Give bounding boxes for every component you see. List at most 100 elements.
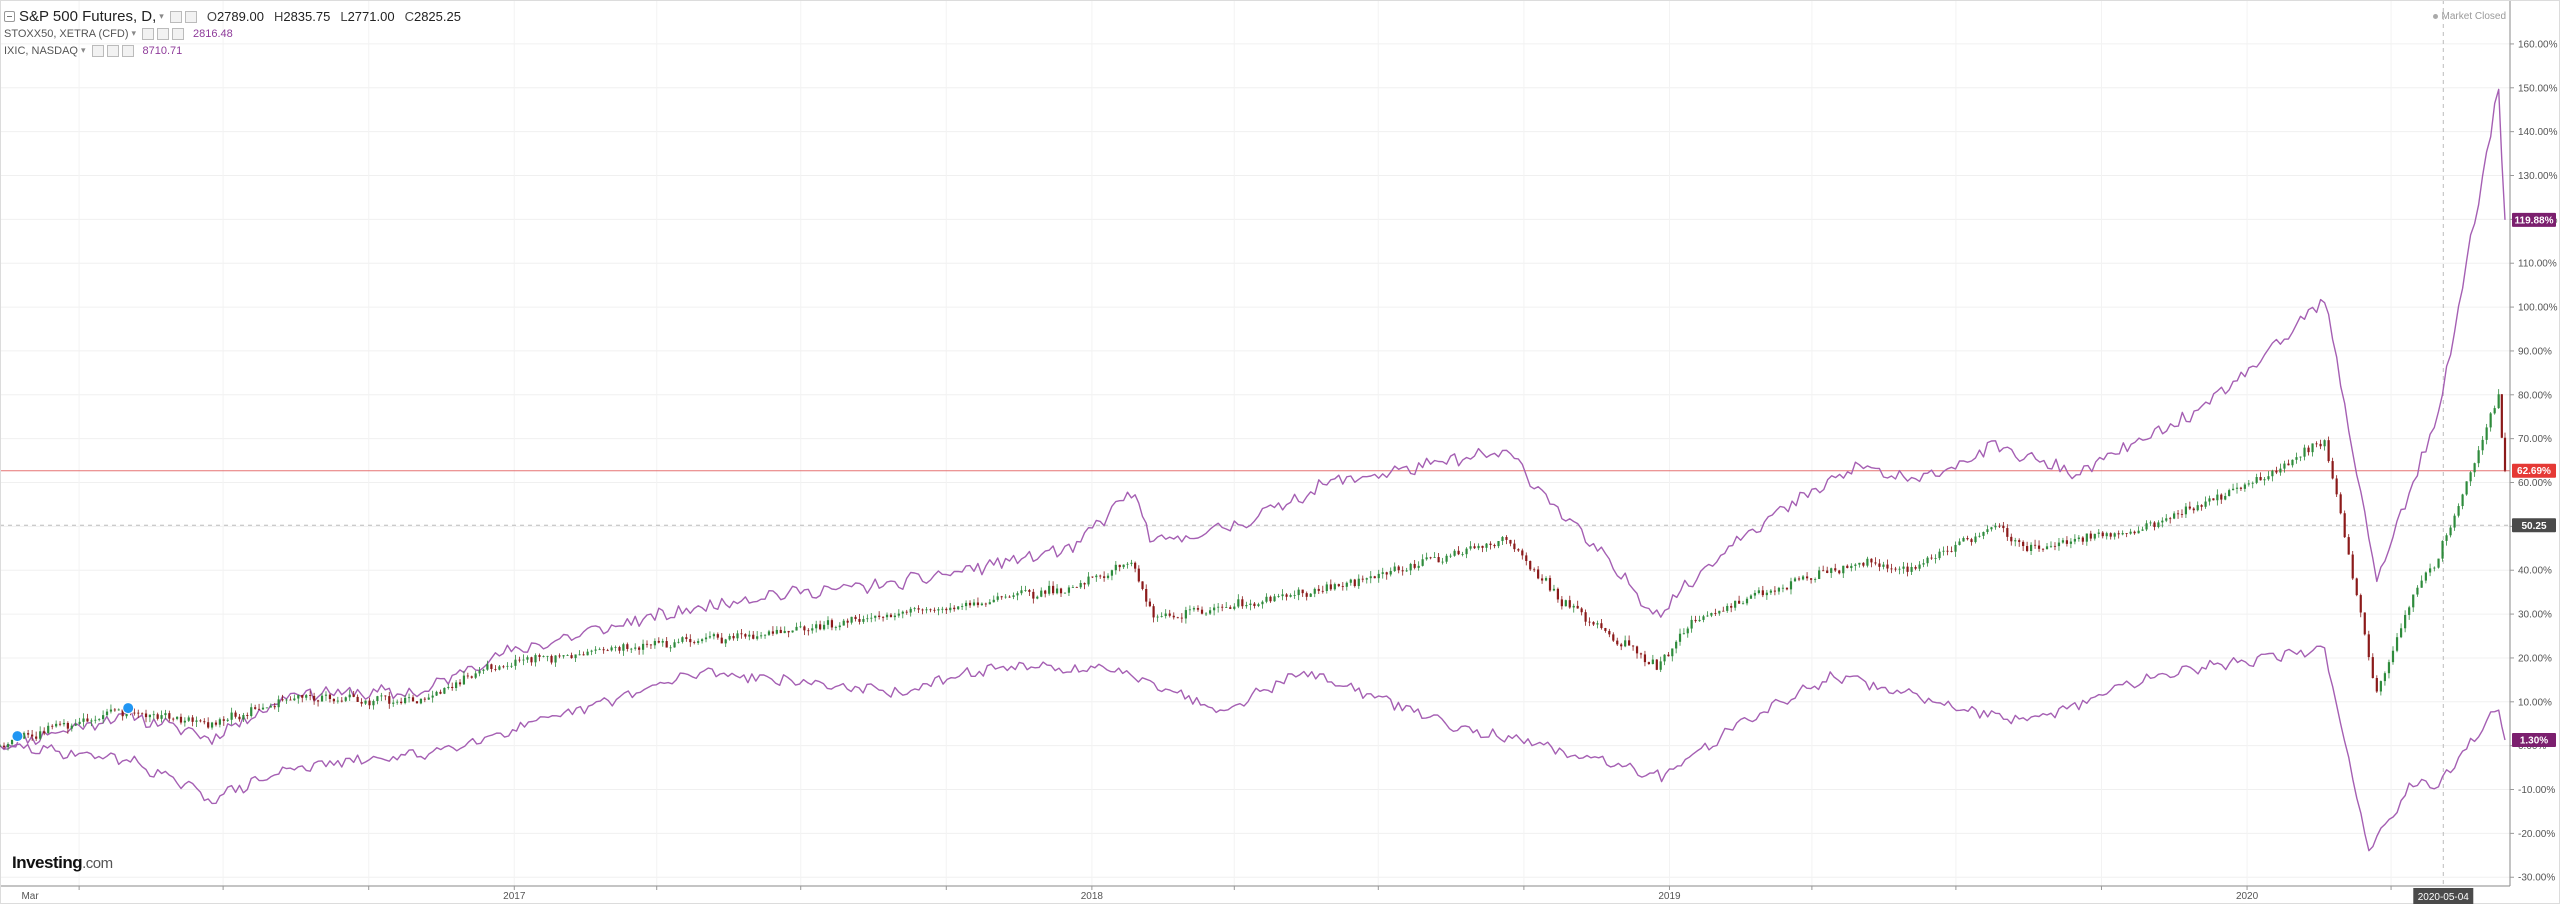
candle-body xyxy=(2469,472,2472,482)
collapse-icon[interactable] xyxy=(4,11,15,22)
candle-body xyxy=(870,617,873,619)
candle-body xyxy=(1233,606,1236,609)
candle-body xyxy=(2428,568,2432,573)
candle-body xyxy=(980,603,984,606)
candle-body xyxy=(622,644,625,651)
candle-body xyxy=(2299,456,2302,458)
candle-body xyxy=(1409,563,1412,571)
candle-body xyxy=(474,673,477,678)
candle-body xyxy=(1761,590,1764,596)
candle-body xyxy=(2101,532,2104,537)
candle-body xyxy=(352,694,355,697)
compare-line-ixic xyxy=(0,88,2506,750)
candle-body xyxy=(1529,561,1532,570)
candle-body xyxy=(455,682,458,689)
candle-body xyxy=(1690,619,1693,629)
candle-body xyxy=(183,720,186,723)
candle-body xyxy=(2022,541,2025,547)
candle-body xyxy=(1401,570,1404,572)
candle-body xyxy=(31,734,34,737)
candle-body xyxy=(324,694,328,696)
candle-body xyxy=(2085,533,2088,542)
candle-body xyxy=(1269,596,1272,602)
y-tick-label: 140.00% xyxy=(2518,127,2558,138)
close-icon[interactable] xyxy=(172,27,185,40)
candle-body xyxy=(1028,590,1031,592)
candle-body xyxy=(1639,653,1643,655)
chevron-down-icon[interactable]: ▾ xyxy=(131,28,137,38)
candle-body xyxy=(423,698,426,700)
candle-body xyxy=(1059,588,1063,594)
candle-body xyxy=(113,709,116,711)
candle-body xyxy=(1016,593,1019,596)
candle-body xyxy=(257,708,261,710)
candle-body xyxy=(336,700,339,702)
brand-logo[interactable]: Investing.com xyxy=(12,853,113,873)
candle-body xyxy=(1461,554,1464,555)
candle-body xyxy=(1044,590,1047,594)
compare-symbol-stoxx50[interactable]: STOXX50, XETRA (CFD) xyxy=(4,27,129,40)
candle-body xyxy=(1196,608,1200,610)
compare-symbol-ixic[interactable]: IXIC, NASDAQ xyxy=(4,44,78,57)
candle-body xyxy=(86,718,89,722)
candle-body xyxy=(133,712,136,714)
candle-body xyxy=(1826,570,1829,573)
price-badge-ixic-label: 119.88% xyxy=(2515,215,2554,226)
candle-body xyxy=(2315,443,2318,445)
candle-body xyxy=(720,637,723,644)
candle-body xyxy=(105,711,109,716)
candle-body xyxy=(1130,562,1133,564)
candle-body xyxy=(2331,461,2334,479)
candle-body xyxy=(2404,614,2407,629)
candle-body xyxy=(1797,578,1801,580)
candle-body xyxy=(1540,578,1544,581)
candle-body xyxy=(1217,606,1220,608)
main-symbol-title[interactable]: S&P 500 Futures, D, xyxy=(19,8,157,25)
candle-body xyxy=(2500,394,2503,438)
candle-body xyxy=(277,699,280,708)
crosshair-date-badge-bg xyxy=(2413,888,2474,904)
candle-body xyxy=(2247,483,2250,485)
chevron-down-icon[interactable]: ▾ xyxy=(80,45,86,55)
candle-body xyxy=(273,706,276,708)
candle-body xyxy=(1377,573,1380,579)
candle-body xyxy=(1572,605,1575,608)
settings-icon[interactable] xyxy=(157,27,170,40)
visibility-toggle-icon[interactable] xyxy=(142,27,155,40)
settings-icon[interactable] xyxy=(184,10,197,23)
candle-body xyxy=(2383,673,2387,682)
candle-body xyxy=(305,695,308,698)
candle-body xyxy=(1249,603,1252,605)
candle-body xyxy=(1537,569,1540,579)
legend-compare-row: STOXX50, XETRA (CFD) ▾ 2816.48 xyxy=(4,25,469,42)
visibility-toggle-icon[interactable] xyxy=(91,44,104,57)
high-value: 2835.75 xyxy=(283,9,331,24)
candle-body xyxy=(2061,540,2065,543)
candle-body xyxy=(562,655,565,657)
chevron-down-icon[interactable]: ▾ xyxy=(159,11,164,21)
candle-body xyxy=(1493,544,1496,547)
candle-body xyxy=(815,624,818,629)
price-badge-s-p-500-futures-label: 62.69% xyxy=(2517,466,2551,477)
settings-icon[interactable] xyxy=(106,44,119,57)
candle-body xyxy=(653,640,656,646)
candle-body xyxy=(1675,641,1678,649)
candle-body xyxy=(885,614,889,618)
candle-body xyxy=(1810,578,1813,580)
candle-body xyxy=(748,634,751,637)
y-tick-label: 150.00% xyxy=(2518,83,2558,94)
candle-body xyxy=(1365,578,1368,580)
candle-body xyxy=(1604,628,1607,631)
candle-body xyxy=(1962,538,1965,542)
candle-body xyxy=(1063,592,1067,594)
candle-body xyxy=(1757,590,1760,593)
candle-body xyxy=(771,631,775,634)
candle-body xyxy=(293,698,296,701)
close-icon[interactable] xyxy=(121,44,134,57)
candle-body xyxy=(1906,566,1909,572)
candle-body xyxy=(1556,588,1560,600)
visibility-toggle-icon[interactable] xyxy=(169,10,182,23)
candle-body xyxy=(1568,600,1571,608)
candle-body xyxy=(606,650,609,652)
